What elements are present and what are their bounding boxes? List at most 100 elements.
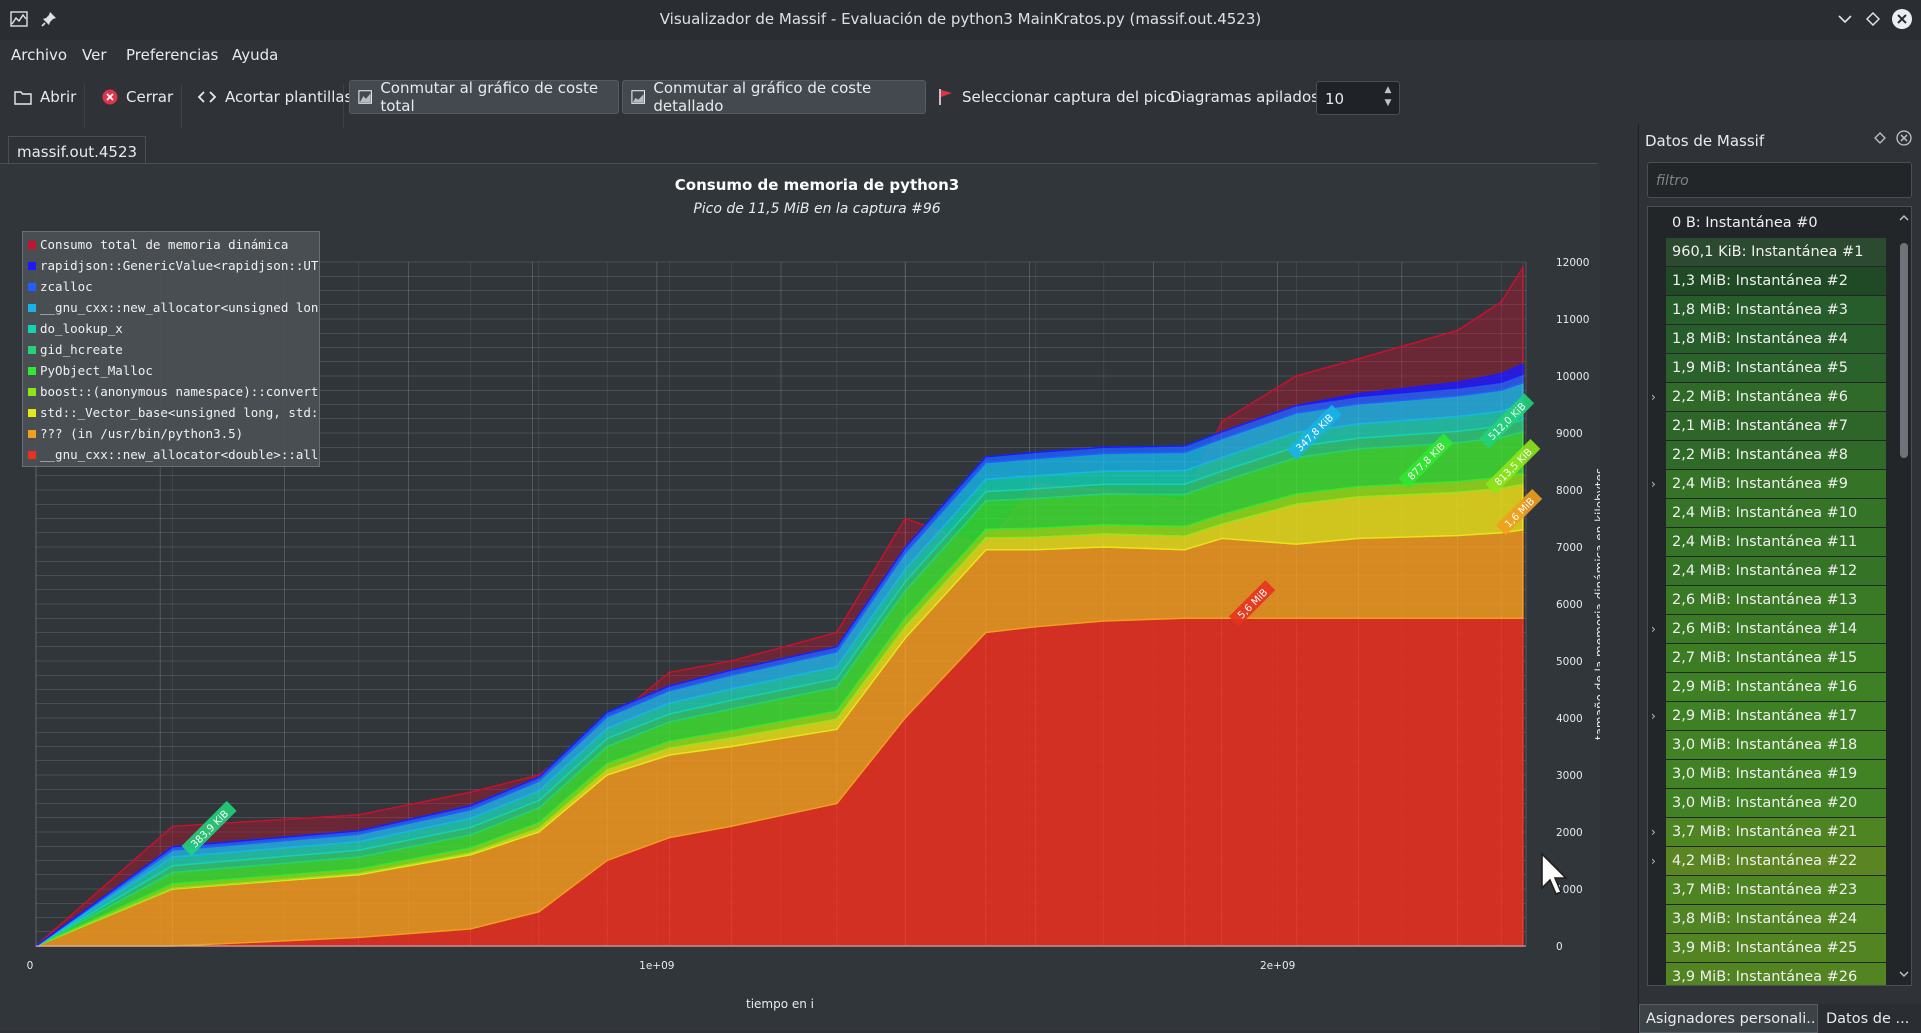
legend-label: rapidjson::GenericValue<rapidjson::UT... [40,258,319,273]
filter-field[interactable] [1647,162,1912,198]
scroll-up-icon[interactable] [1899,213,1909,223]
scroll-thumb[interactable] [1900,243,1908,458]
snapshot-item[interactable]: 0 B: Instantánea #0 [1666,209,1886,237]
snapshot-item[interactable]: 1,8 MiB: Instantánea #3 [1666,296,1886,324]
menu-ayuda[interactable]: Ayuda [232,46,279,64]
filter-input[interactable] [1654,171,1898,191]
snapshot-item[interactable]: 960,1 KiB: Instantánea #1 [1666,238,1886,266]
legend-entry: rapidjson::GenericValue<rapidjson::UT... [23,255,319,276]
y-tick-label: 12000 [1556,257,1589,269]
expand-chevron-icon[interactable]: › [1651,825,1656,839]
snapshot-item[interactable]: 1,9 MiB: Instantánea #5 [1666,354,1886,382]
snapshot-item[interactable]: 1,3 MiB: Instantánea #2 [1666,267,1886,295]
select-peak-button[interactable]: Seleccionar captura del pico [930,80,1183,114]
open-button[interactable]: Abrir [6,80,84,114]
app-icon[interactable] [10,10,28,28]
annotation-box [1479,393,1535,449]
snapshot-item[interactable]: 2,1 MiB: Instantánea #7 [1666,412,1886,440]
tab-massif-file[interactable]: massif.out.4523 [8,136,147,166]
total-cost-toggle-button[interactable]: Conmutar al gráfico de coste total [349,79,619,115]
legend-swatch [28,408,36,417]
close-file-button[interactable]: Cerrar [94,80,181,114]
snapshot-item[interactable]: 3,9 MiB: Instantánea #26 [1666,963,1886,985]
y-tick-label: 11000 [1556,314,1589,326]
snapshot-item[interactable]: 2,6 MiB: Instantánea #14 [1666,615,1886,643]
memory-chart[interactable]: 0 1000 2000 3000 4000 5000 6000 7000 8000 9000 100… [0,164,1600,1031]
snapshot-item[interactable]: 2,9 MiB: Instantánea #16 [1666,673,1886,701]
legend-entry: __gnu_cxx::new_allocator<double>::all... [23,444,319,465]
snapshot-item[interactable]: 3,0 MiB: Instantánea #19 [1666,760,1886,788]
legend-swatch [28,261,36,270]
y-tick-label: 7000 [1556,542,1583,554]
tree-scrollbar[interactable] [1899,213,1909,979]
close-window-icon[interactable] [1890,8,1914,30]
massif-data-panel: Datos de Massif 0 B: Instantánea #0960,1… [1638,124,1921,1033]
toolbar-separator [84,84,85,128]
expand-chevron-icon[interactable]: › [1651,854,1656,868]
snapshot-item[interactable]: 3,7 MiB: Instantánea #23 [1666,876,1886,904]
legend-swatch [28,324,36,333]
total-cost-label: Conmutar al gráfico de coste total [380,79,599,115]
area-chart-icon [358,90,372,104]
expand-chevron-icon[interactable]: › [1651,477,1656,491]
maximize-diamond-icon[interactable] [1862,8,1884,30]
snapshot-item[interactable]: 3,8 MiB: Instantánea #24 [1666,905,1886,933]
panel-buttons [1874,130,1912,146]
snapshot-item[interactable]: 1,8 MiB: Instantánea #4 [1666,325,1886,353]
snapshot-item[interactable]: 2,4 MiB: Instantánea #11 [1666,528,1886,556]
pin-icon[interactable] [40,10,58,28]
legend-label: gid_hcreate [40,342,123,357]
spin-arrows-icon[interactable]: ▲ ▼ [1384,85,1392,108]
annotation-box [1485,438,1541,494]
snapshot-item[interactable]: 2,2 MiB: Instantánea #8 [1666,441,1886,469]
x-tick-label: 1e+09 [639,960,674,972]
chart-area[interactable]: 0 1000 2000 3000 4000 5000 6000 7000 8000 9000 100… [0,164,1600,1031]
expand-chevron-icon[interactable]: › [1651,622,1656,636]
panel-bottom-tabs: Asignadores personali... Datos de ... [1639,1004,1921,1033]
snapshot-item[interactable]: 2,4 MiB: Instantánea #9 [1666,470,1886,498]
stacked-diagrams-spinbox[interactable]: ▲▼ [1316,81,1400,115]
minimize-chevron-icon[interactable] [1834,8,1856,30]
snapshot-item[interactable]: 2,7 MiB: Instantánea #15 [1666,644,1886,672]
expand-chevron-icon[interactable]: › [1651,709,1656,723]
legend-label: __gnu_cxx::new_allocator<double>::all... [40,447,319,462]
snapshot-item[interactable]: 2,6 MiB: Instantánea #13 [1666,586,1886,614]
tab-massif-data[interactable]: Datos de ... [1826,1010,1910,1027]
legend-swatch [28,345,36,354]
snapshot-item[interactable]: 3,0 MiB: Instantánea #20 [1666,789,1886,817]
snapshot-item[interactable]: 2,4 MiB: Instantánea #12 [1666,557,1886,585]
close-panel-icon[interactable] [1896,130,1912,146]
detailed-cost-toggle-button[interactable]: Conmutar al gráfico de coste detallado [622,79,926,115]
legend-swatch [28,240,36,249]
annotation-box [1229,580,1276,627]
legend-swatch [28,450,36,459]
y-axis-label: tamaño de la memoria dinámica en kilobyt… [1593,468,1600,740]
snapshot-item[interactable]: 2,9 MiB: Instantánea #17 [1666,702,1886,730]
y-tick-label: 2000 [1556,827,1583,839]
scroll-track[interactable] [1899,227,1909,965]
y-tick-label: 9000 [1556,428,1583,440]
legend-entry: do_lookup_x [23,318,319,339]
snapshot-item[interactable]: 3,9 MiB: Instantánea #25 [1666,934,1886,962]
series-area-1 [35,362,1524,947]
mouse-cursor-icon [1541,852,1568,896]
float-diamond-icon[interactable] [1874,132,1886,144]
stacked-diagrams-input[interactable] [1323,88,1383,110]
shorten-templates-button[interactable]: Acortar plantillas [189,80,360,114]
legend-entry: Consumo total de memoria dinámica [23,234,319,255]
snapshot-item[interactable]: 2,4 MiB: Instantánea #10 [1666,499,1886,527]
legend-entry: gid_hcreate [23,339,319,360]
tab-custom-allocators[interactable]: Asignadores personali... [1639,1004,1818,1033]
menu-ver[interactable]: Ver [82,46,107,64]
scroll-down-icon[interactable] [1899,969,1909,979]
expand-chevron-icon[interactable]: › [1651,390,1656,404]
snapshot-item[interactable]: 2,2 MiB: Instantánea #6 [1666,383,1886,411]
menu-preferencias[interactable]: Preferencias [126,46,219,64]
snapshot-tree[interactable]: 0 B: Instantánea #0 960,1 KiB: Instantáne… [1647,206,1912,986]
snapshot-item[interactable]: 4,2 MiB: Instantánea #22 [1666,847,1886,875]
menu-archivo[interactable]: Archivo [11,46,68,64]
snapshot-item[interactable]: 3,0 MiB: Instantánea #18 [1666,731,1886,759]
snapshot-item[interactable]: 3,7 MiB: Instantánea #21 [1666,818,1886,846]
toolbar-separator [181,84,182,128]
legend-label: Consumo total de memoria dinámica [40,237,289,252]
